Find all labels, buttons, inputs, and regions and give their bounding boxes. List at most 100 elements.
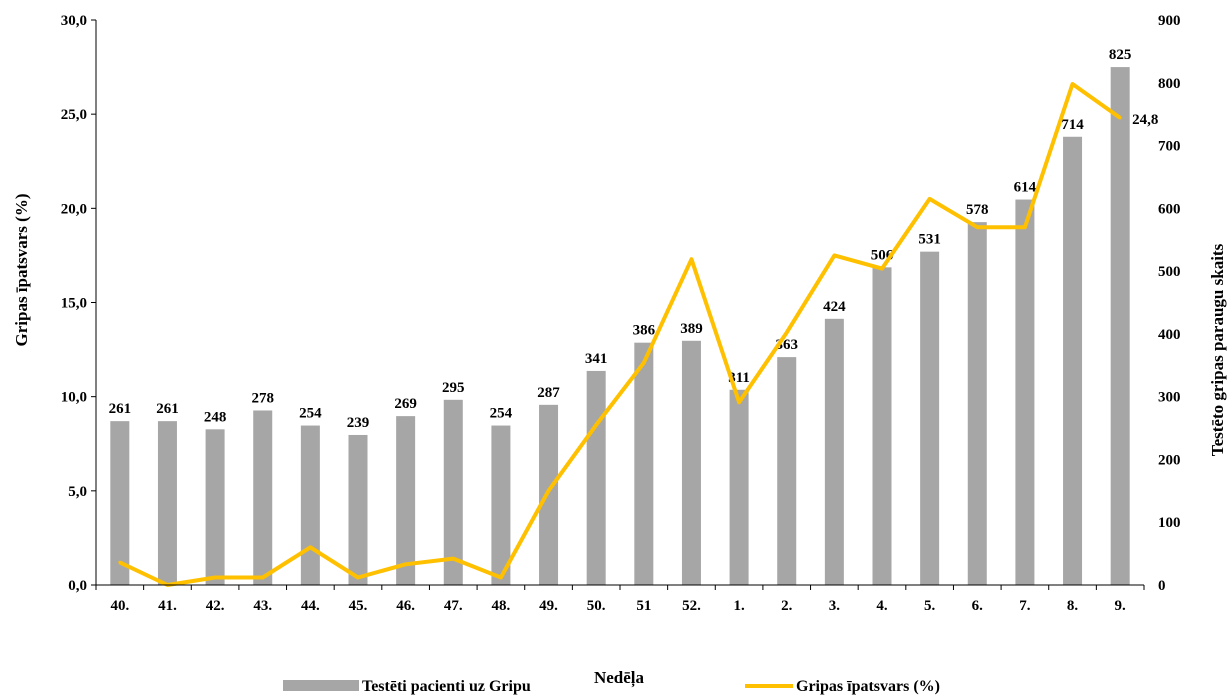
- bar-data-label-5: 239: [347, 415, 370, 431]
- axes: [95, 20, 1144, 586]
- bar-3: [253, 410, 273, 585]
- x-tick-label-8: 48.: [492, 598, 511, 614]
- bar-data-label-10: 341: [585, 351, 608, 367]
- left-axis-ticks: 0,0 5,0 10,0 15,0 20,0 25,0 30,0: [61, 13, 96, 594]
- bar-17: [920, 251, 940, 585]
- bar-data-label-18: 578: [966, 202, 989, 218]
- right-tick-label-5: 500: [1158, 264, 1181, 280]
- x-tick-label-1: 41.: [158, 598, 177, 614]
- x-tick-label-3: 43.: [253, 598, 272, 614]
- right-tick-label-3: 300: [1158, 390, 1181, 406]
- line-point-11: [642, 361, 646, 365]
- line-point-16: [880, 267, 884, 271]
- left-tick-label-3: 15,0: [61, 296, 87, 312]
- bar-13: [729, 389, 749, 585]
- bar-data-label-19: 614: [1014, 180, 1037, 196]
- x-tick-label-4: 44.: [301, 598, 320, 614]
- bar-data-label-8: 254: [490, 406, 513, 422]
- bar-20: [1063, 136, 1083, 585]
- x-tick-label-12: 52.: [682, 598, 701, 614]
- legend-label-line: Gripas īpatsvars (%): [796, 678, 940, 695]
- x-tick-label-2: 42.: [206, 598, 225, 614]
- bar-15: [824, 318, 844, 585]
- x-tick-label-14: 2.: [781, 598, 793, 614]
- x-tick-label-19: 7.: [1019, 598, 1031, 614]
- bar-data-label-4: 254: [299, 406, 322, 422]
- line-point-12: [689, 257, 693, 261]
- left-tick-label-6: 30,0: [61, 13, 87, 29]
- bar-0: [110, 421, 130, 585]
- bar-data-label-9: 287: [537, 385, 560, 401]
- line-point-5: [356, 575, 360, 579]
- x-tick-label-9: 49.: [539, 598, 558, 614]
- line-point-10: [594, 423, 598, 427]
- bar-21: [1110, 67, 1130, 586]
- x-tick-label-6: 46.: [396, 598, 415, 614]
- x-tick-label-5: 45.: [349, 598, 368, 614]
- x-tick-label-13: 1.: [733, 598, 745, 614]
- left-tick-label-4: 20,0: [61, 201, 87, 217]
- bar-16: [872, 267, 892, 585]
- right-axis-ticks: 0 100 200 300 400 500 600 700 800 900: [1158, 13, 1181, 594]
- line-point-7: [451, 557, 455, 561]
- bar-data-label-2: 248: [204, 409, 227, 425]
- bar-data-label-11: 386: [633, 323, 656, 339]
- line-point-20: [1071, 82, 1075, 86]
- x-tick-label-7: 47.: [444, 598, 463, 614]
- x-tick-label-20: 8.: [1067, 598, 1079, 614]
- right-tick-label-6: 600: [1158, 201, 1181, 217]
- right-tick-label-4: 400: [1158, 327, 1181, 343]
- left-tick-label-0: 0,0: [68, 578, 87, 594]
- bar-8: [491, 425, 511, 585]
- bar-data-label-6: 269: [394, 396, 417, 412]
- x-tick-label-21: 9.: [1115, 598, 1127, 614]
- legend: Testēti pacienti uz Gripu Gripas īpatsva…: [283, 678, 940, 695]
- right-tick-label-2: 200: [1158, 452, 1181, 468]
- line-point-8: [499, 575, 503, 579]
- bar-data-label-17: 531: [918, 232, 941, 248]
- x-tick-label-15: 3.: [829, 598, 841, 614]
- right-tick-label-8: 800: [1158, 76, 1181, 92]
- x-tick-label-10: 50.: [587, 598, 606, 614]
- line-point-19: [1023, 225, 1027, 229]
- line-point-4: [308, 545, 312, 549]
- line-point-14: [785, 331, 789, 335]
- left-tick-label-2: 10,0: [61, 390, 87, 406]
- bar-series: [110, 67, 1130, 586]
- bar-data-label-7: 295: [442, 380, 465, 396]
- bar-10: [586, 370, 606, 585]
- line-point-6: [404, 562, 408, 566]
- right-tick-label-7: 700: [1158, 139, 1181, 155]
- bar-1: [157, 421, 177, 585]
- x-tick-label-0: 40.: [110, 598, 129, 614]
- legend-swatch-bars: [283, 680, 359, 691]
- line-end-label: 24,8: [1132, 112, 1158, 128]
- bar-9: [539, 404, 559, 585]
- x-tick-label-11: 51: [636, 598, 651, 614]
- line-point-15: [832, 253, 836, 257]
- bar-7: [443, 399, 463, 585]
- line-path: [118, 82, 1122, 587]
- x-tick-label-18: 6.: [972, 598, 984, 614]
- line-point-21: [1118, 116, 1122, 120]
- legend-label-bars: Testēti pacienti uz Gripu: [362, 678, 531, 695]
- bar-data-label-21: 825: [1109, 47, 1132, 63]
- x-tick-label-16: 4.: [876, 598, 888, 614]
- line-point-17: [928, 197, 932, 201]
- y-axis-right-title: Testēto gripas paraugu skaits: [1208, 243, 1227, 456]
- bar-data-label-3: 278: [251, 390, 274, 406]
- line-point-13: [737, 400, 741, 404]
- bar-6: [396, 416, 416, 585]
- bar-12: [681, 340, 701, 585]
- bar-14: [777, 357, 797, 585]
- left-tick-label-1: 5,0: [68, 484, 87, 500]
- line-point-3: [261, 575, 265, 579]
- line-point-18: [975, 225, 979, 229]
- bar-data-label-1: 261: [156, 401, 179, 417]
- line-point-0: [118, 560, 122, 564]
- right-tick-label-1: 100: [1158, 515, 1181, 531]
- bar-5: [348, 434, 368, 585]
- bar-data-label-15: 424: [823, 299, 846, 315]
- left-tick-label-5: 25,0: [61, 107, 87, 123]
